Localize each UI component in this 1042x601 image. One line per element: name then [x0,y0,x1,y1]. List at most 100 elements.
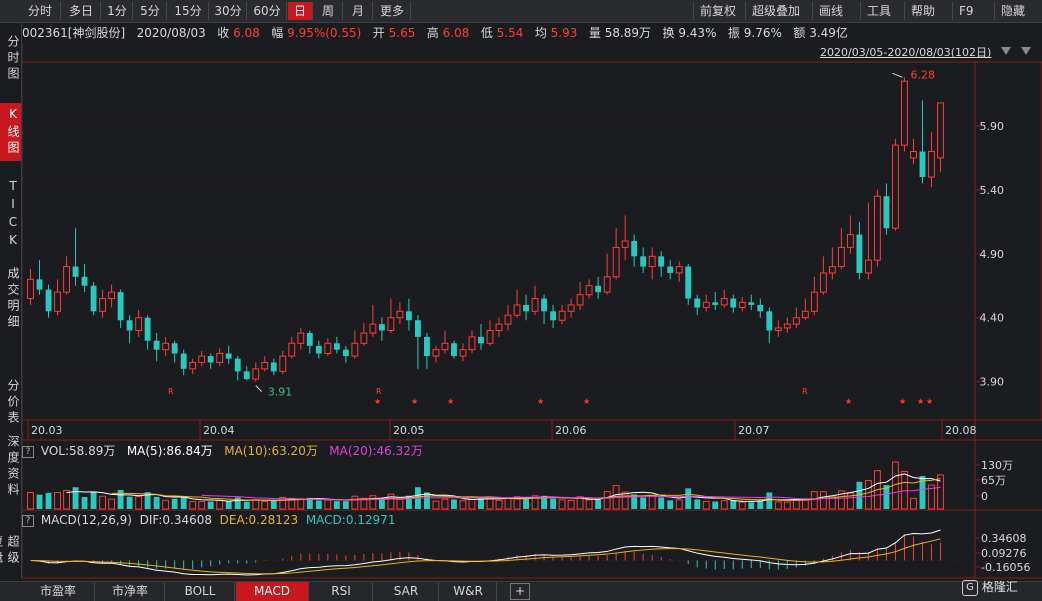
vol-bar-down [757,500,764,509]
indicator-tab-6[interactable]: W&R [440,582,497,601]
candle-body-down [306,333,313,346]
candle-body-up [738,301,746,308]
vol-bar-up [261,501,269,510]
toolbar-item-5[interactable]: F9 [952,2,980,20]
vol-bar-up [441,498,449,510]
candle-body-up [928,151,935,178]
candle-body-up [720,298,728,306]
candle-body-up [387,317,395,332]
candle-body-up [486,330,494,344]
candle-body-up [396,310,404,319]
sidebar-item-4[interactable]: 分价表 [6,379,20,427]
dropdown-triangle-icon-2[interactable] [1021,47,1031,55]
turnover-label: 换 [662,26,675,40]
period-tab-3[interactable]: 5分 [134,2,167,20]
candle-body-up [810,291,818,312]
toolbar-item-1[interactable]: 超级叠加 [745,2,806,20]
sidebar: 分时图 K线图 TICK 成交明细分价表深度资料超级复盘 [0,23,22,578]
logo-icon: G [962,579,978,596]
price-tick-label: 5.90 [980,120,1005,133]
sidebar-item-1[interactable]: K线图 [0,103,21,161]
indicator-tab-3[interactable]: MACD [236,582,309,601]
vol-bar-up [387,493,395,510]
sidebar-item-3[interactable]: 成交明细 [6,267,20,331]
period-tab-10[interactable]: 更多 [374,2,411,20]
period-tab-5[interactable]: 30分 [210,2,247,20]
vol-bar-up [910,497,917,510]
vol-bar-up [198,501,206,510]
vol-bar-up [27,492,34,510]
vol-ma20: MA(20):46.32万 [329,444,423,458]
vol-bar-down [405,495,412,509]
candle-body-down [243,371,250,380]
period-tab-8[interactable]: 周 [314,2,343,20]
period-tab-4[interactable]: 15分 [168,2,209,20]
price-tick-label: 4.90 [980,248,1005,261]
candle-body-up [558,310,566,321]
change-label: 幅 [271,26,284,40]
star-marker: ★ [411,397,418,406]
candle-body-up [621,240,629,248]
close-label: 收 [217,26,230,40]
vol-bar-up [558,499,566,510]
candle-body-up [360,332,368,344]
toolbar-item-4[interactable]: 帮助 [904,2,941,20]
period-tab-2[interactable]: 1分 [102,2,133,20]
candle-body-down [378,324,385,331]
high-value: 6.08 [442,26,470,40]
vol-ma20-line [201,486,941,501]
min-pointer [255,385,263,392]
period-tab-9[interactable]: 月 [344,2,373,20]
toolbar-item-2[interactable]: 画线 [812,2,849,20]
period-tab-7[interactable]: 日 [288,2,313,20]
candle-body-up [648,255,656,268]
help-icon[interactable]: ? [22,514,34,527]
candle-body-down [207,356,214,363]
toolbar-item-3[interactable]: 工具 [860,2,897,20]
vol-bar-up [459,500,467,510]
sidebar-item-0[interactable]: 分时图 [6,35,20,83]
vol-tick-label: 65万 [981,474,1006,487]
period-tab-6[interactable]: 60分 [248,2,287,20]
period-tab-0[interactable]: 分时 [20,2,61,20]
add-indicator-button[interactable]: + [510,583,530,600]
candle-body-down [90,285,97,312]
vol-bar-up [801,499,809,510]
candle-body-down [451,343,457,357]
vol-bar-down [126,496,133,509]
date-range-selector[interactable]: 2020/03/05-2020/08/03(102日) [820,46,992,59]
vol-bar-down [378,499,385,509]
star-marker: ★ [537,397,544,406]
help-icon[interactable]: ? [22,445,34,458]
dropdown-triangle-icon[interactable] [1001,47,1011,55]
toolbar-item-6[interactable]: 隐藏 [994,2,1031,20]
vol-ma10: MA(10):63.20万 [224,444,318,458]
vol-bar-up [351,495,359,510]
candle-body-up [675,266,683,274]
indicator-tab-2[interactable]: BOLL [166,582,235,601]
toolbar-item-0[interactable]: 前复权 [693,2,742,20]
logo-text: 格隆汇 [981,580,1018,594]
vol-bar-up [108,498,116,510]
indicator-tab-1[interactable]: 市净率 [96,582,165,601]
macd-title: MACD(12,26,9) [40,513,132,527]
candle-body-down [225,353,232,359]
high-label: 高 [426,26,439,40]
indicator-tab-5[interactable]: SAR [374,582,439,601]
candle-body-up [432,349,440,357]
kline-chart[interactable]: 5.90 5.40 4.90 4.40 3.90 20.03 20.04 20.05 20.06… [0,0,1042,580]
volume-value: 58.89万 [604,26,652,40]
sidebar-item-2[interactable]: TICK [6,179,20,251]
vol-bar-up [63,489,70,510]
vol-bar-up [216,499,224,510]
candle-body-up [27,278,34,300]
candle-body-up [702,301,710,308]
indicator-tab-4[interactable]: RSI [310,582,373,601]
sidebar-item-6[interactable]: 超级复盘 [0,534,20,567]
sidebar-item-5[interactable]: 深度资料 [6,435,20,499]
candle-body-up [801,310,809,319]
candle-body-down [72,266,79,277]
period-tab-1[interactable]: 多日 [62,2,101,20]
indicator-tab-0[interactable]: 市盈率 [22,582,95,601]
candle-body-down [126,320,133,331]
